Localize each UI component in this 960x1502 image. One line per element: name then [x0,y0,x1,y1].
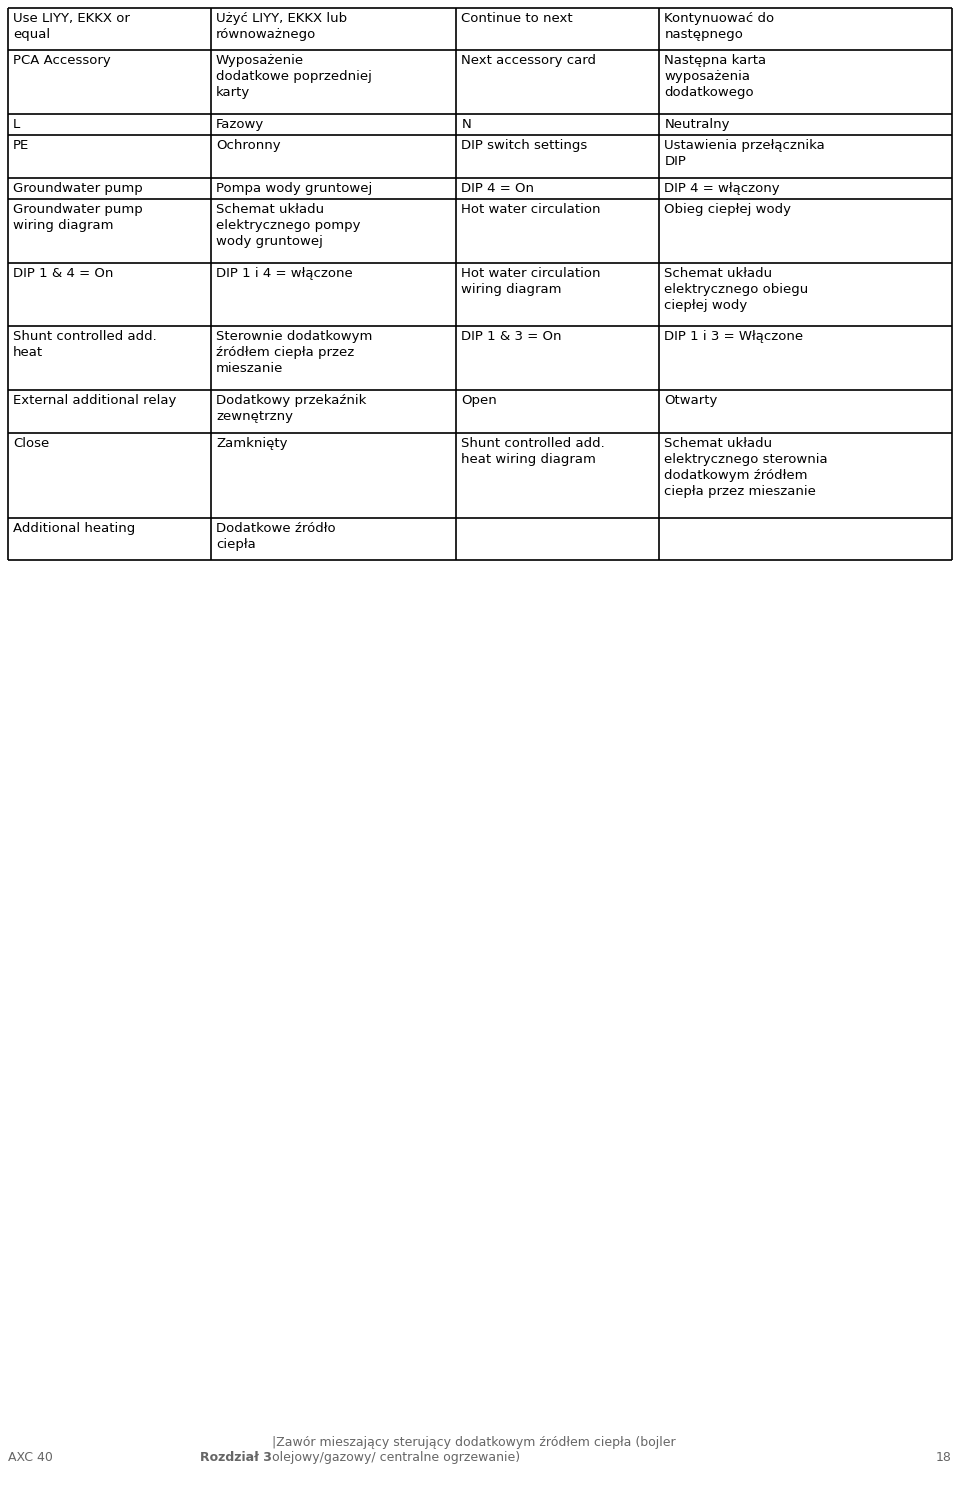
Text: Hot water circulation: Hot water circulation [462,203,601,216]
Text: Rozdział 3: Rozdział 3 [200,1451,272,1464]
Text: Close: Close [13,437,49,449]
Text: DIP 4 = On: DIP 4 = On [462,182,535,195]
Text: DIP 1 & 3 = On: DIP 1 & 3 = On [462,330,562,344]
Text: Groundwater pump: Groundwater pump [13,182,143,195]
Text: DIP switch settings: DIP switch settings [462,140,588,152]
Text: Kontynuować do
następnego: Kontynuować do następnego [664,12,775,41]
Text: Dodatkowy przekaźnik
zewnętrzny: Dodatkowy przekaźnik zewnętrzny [216,394,367,424]
Text: |Zawór mieszający sterujący dodatkowym źródłem ciepła (bojler
olejowy/gazowy/ ce: |Zawór mieszający sterujący dodatkowym ź… [272,1436,676,1464]
Text: Sterownie dodatkowym
źródłem ciepła przez
mieszanie: Sterownie dodatkowym źródłem ciepła prze… [216,330,372,376]
Text: PE: PE [13,140,29,152]
Text: Neutralny: Neutralny [664,119,730,131]
Text: Otwarty: Otwarty [664,394,718,407]
Text: Użyć LIYY, EKKX lub
równoważnego: Użyć LIYY, EKKX lub równoważnego [216,12,348,41]
Text: Fazowy: Fazowy [216,119,264,131]
Text: Pompa wody gruntowej: Pompa wody gruntowej [216,182,372,195]
Text: Następna karta
wyposażenia
dodatkowego: Następna karta wyposażenia dodatkowego [664,54,766,99]
Text: Shunt controlled add.
heat wiring diagram: Shunt controlled add. heat wiring diagra… [462,437,605,466]
Text: Schemat układu
elektrycznego obiegu
ciepłej wody: Schemat układu elektrycznego obiegu ciep… [664,267,808,312]
Text: Groundwater pump
wiring diagram: Groundwater pump wiring diagram [13,203,143,233]
Text: Obieg ciepłej wody: Obieg ciepłej wody [664,203,791,216]
Text: External additional relay: External additional relay [13,394,177,407]
Text: Hot water circulation
wiring diagram: Hot water circulation wiring diagram [462,267,601,296]
Text: Wyposażenie
dodatkowe poprzedniej
karty: Wyposażenie dodatkowe poprzedniej karty [216,54,372,99]
Text: DIP 4 = włączony: DIP 4 = włączony [664,182,780,195]
Text: 18: 18 [936,1451,952,1464]
Text: Continue to next: Continue to next [462,12,573,26]
Text: Schemat układu
elektrycznego sterownia
dodatkowym źródłem
ciepła przez mieszanie: Schemat układu elektrycznego sterownia d… [664,437,828,497]
Text: Zamknięty: Zamknięty [216,437,287,449]
Text: DIP 1 i 3 = Włączone: DIP 1 i 3 = Włączone [664,330,804,344]
Text: Next accessory card: Next accessory card [462,54,596,68]
Text: N: N [462,119,471,131]
Text: AXC 40: AXC 40 [8,1451,53,1464]
Text: Use LIYY, EKKX or
equal: Use LIYY, EKKX or equal [13,12,130,41]
Text: Ochronny: Ochronny [216,140,280,152]
Text: Shunt controlled add.
heat: Shunt controlled add. heat [13,330,156,359]
Text: Dodatkowe źródło
ciepła: Dodatkowe źródło ciepła [216,521,336,551]
Text: DIP 1 & 4 = On: DIP 1 & 4 = On [13,267,113,279]
Text: Additional heating: Additional heating [13,521,135,535]
Text: DIP 1 i 4 = włączone: DIP 1 i 4 = włączone [216,267,352,279]
Text: L: L [13,119,20,131]
Text: PCA Accessory: PCA Accessory [13,54,110,68]
Text: Ustawienia przełącznika
DIP: Ustawienia przełącznika DIP [664,140,825,168]
Text: Open: Open [462,394,497,407]
Text: Schemat układu
elektrycznego pompy
wody gruntowej: Schemat układu elektrycznego pompy wody … [216,203,360,248]
